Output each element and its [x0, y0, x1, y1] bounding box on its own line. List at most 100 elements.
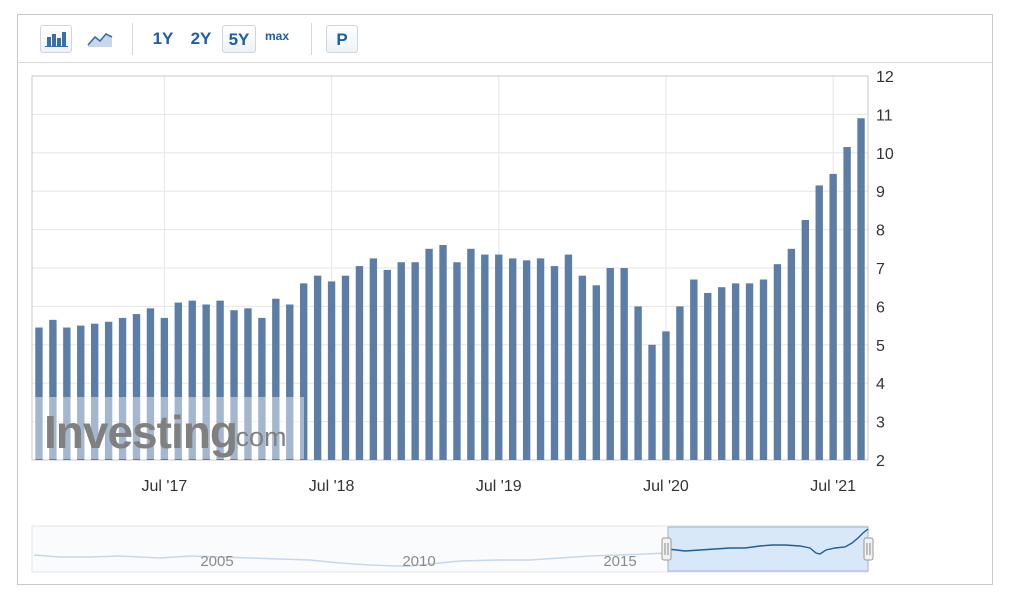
- bar[interactable]: [536, 258, 545, 460]
- x-axis: Jul '17 Jul '18 Jul '19 Jul '20 Jul '21: [141, 478, 856, 495]
- bar[interactable]: [648, 344, 656, 460]
- bar[interactable]: [146, 308, 155, 460]
- bar[interactable]: [425, 248, 433, 460]
- y-tick-label: 2: [876, 453, 885, 470]
- p-button[interactable]: P: [326, 25, 358, 53]
- plot-area: [31, 75, 869, 461]
- bar[interactable]: [843, 147, 851, 461]
- bar[interactable]: [174, 302, 182, 460]
- watermark: Investing .com: [34, 397, 304, 459]
- navigator-left-handle[interactable]: [661, 537, 672, 561]
- bar[interactable]: [787, 248, 796, 460]
- bar[interactable]: [202, 304, 210, 460]
- bar[interactable]: [564, 254, 573, 460]
- bar[interactable]: [216, 300, 224, 460]
- bar[interactable]: [327, 281, 336, 460]
- x-tick-label: Jul '17: [141, 478, 187, 495]
- bar[interactable]: [718, 287, 726, 460]
- bar[interactable]: [369, 258, 378, 460]
- chart-toolbar: 1Y 2Y 5Y max P: [18, 15, 992, 63]
- y-tick-label: 3: [876, 415, 885, 432]
- bar[interactable]: [773, 264, 782, 460]
- bar[interactable]: [411, 262, 419, 460]
- bar[interactable]: [704, 292, 712, 460]
- range-5y-button[interactable]: 5Y: [222, 25, 256, 53]
- bar[interactable]: [801, 220, 809, 460]
- bar[interactable]: [118, 317, 127, 460]
- line-chart-icon: [87, 33, 113, 47]
- bar[interactable]: [63, 327, 71, 460]
- line-chart-button[interactable]: [84, 25, 116, 53]
- toolbar-separator: [311, 23, 312, 55]
- y-tick-label: 10: [876, 146, 894, 163]
- bar[interactable]: [759, 279, 768, 460]
- bar[interactable]: [731, 283, 740, 460]
- bar[interactable]: [467, 248, 475, 460]
- bar[interactable]: [341, 275, 350, 460]
- bar[interactable]: [592, 285, 600, 460]
- bar-chart-icon: [45, 32, 68, 47]
- y-axis: 2 3 4 5 6 7 8 9 10 11 12: [876, 69, 894, 470]
- bars: [35, 118, 865, 461]
- bar[interactable]: [481, 254, 489, 460]
- bar[interactable]: [690, 279, 698, 460]
- y-tick-label: 6: [876, 299, 885, 316]
- bar[interactable]: [313, 275, 322, 460]
- bar[interactable]: [258, 317, 266, 460]
- bar[interactable]: [355, 266, 364, 460]
- bar[interactable]: [383, 269, 391, 460]
- x-tick-label: Jul '18: [309, 478, 355, 495]
- y-tick-label: 12: [876, 69, 894, 86]
- x-tick-label: Jul '21: [810, 478, 856, 495]
- bar[interactable]: [91, 323, 99, 460]
- y-tick-label: 5: [876, 338, 885, 355]
- bar[interactable]: [550, 266, 559, 460]
- bar[interactable]: [676, 306, 684, 460]
- toolbar-separator: [132, 23, 133, 55]
- bar[interactable]: [77, 325, 85, 460]
- bar[interactable]: [495, 254, 503, 460]
- y-tick-label: 9: [876, 184, 885, 201]
- navigator-tick-label: 2010: [402, 553, 435, 570]
- bar[interactable]: [35, 327, 43, 460]
- y-tick-label: 11: [876, 107, 893, 124]
- bar[interactable]: [439, 244, 447, 460]
- bar[interactable]: [815, 185, 823, 460]
- bar[interactable]: [104, 321, 113, 460]
- bar[interactable]: [49, 319, 57, 460]
- bar[interactable]: [453, 262, 461, 460]
- bar[interactable]: [578, 275, 587, 460]
- bar[interactable]: [244, 308, 252, 460]
- bar[interactable]: [620, 268, 628, 460]
- x-tick-label: Jul '20: [643, 478, 689, 495]
- bar[interactable]: [300, 283, 308, 460]
- navigator-tick-label: 2005: [200, 553, 233, 570]
- bar[interactable]: [509, 258, 517, 460]
- bar[interactable]: [522, 260, 531, 460]
- bar[interactable]: [662, 331, 670, 460]
- bar[interactable]: [160, 317, 169, 460]
- bar[interactable]: [829, 173, 837, 461]
- bar[interactable]: [188, 300, 196, 460]
- bar[interactable]: [745, 283, 754, 460]
- range-max-button[interactable]: max: [264, 29, 290, 43]
- bar[interactable]: [272, 298, 280, 460]
- bar[interactable]: [606, 268, 614, 460]
- bar[interactable]: [286, 304, 294, 460]
- range-1y-button[interactable]: 1Y: [152, 29, 174, 48]
- bar[interactable]: [397, 262, 405, 460]
- bar[interactable]: [634, 306, 642, 460]
- x-tick-label: Jul '19: [476, 478, 522, 495]
- navigator-right-handle[interactable]: [863, 537, 874, 561]
- bar-chart-button[interactable]: [40, 25, 72, 53]
- range-2y-button[interactable]: 2Y: [190, 29, 212, 48]
- bar[interactable]: [857, 118, 865, 461]
- navigator[interactable]: 2005201020152020: [31, 525, 874, 573]
- watermark-brand: Investing: [44, 406, 237, 458]
- bar[interactable]: [230, 310, 238, 460]
- bar[interactable]: [132, 314, 141, 460]
- y-tick-label: 8: [876, 223, 885, 240]
- y-tick-label: 4: [876, 376, 885, 393]
- navigator-selection[interactable]: [667, 526, 869, 572]
